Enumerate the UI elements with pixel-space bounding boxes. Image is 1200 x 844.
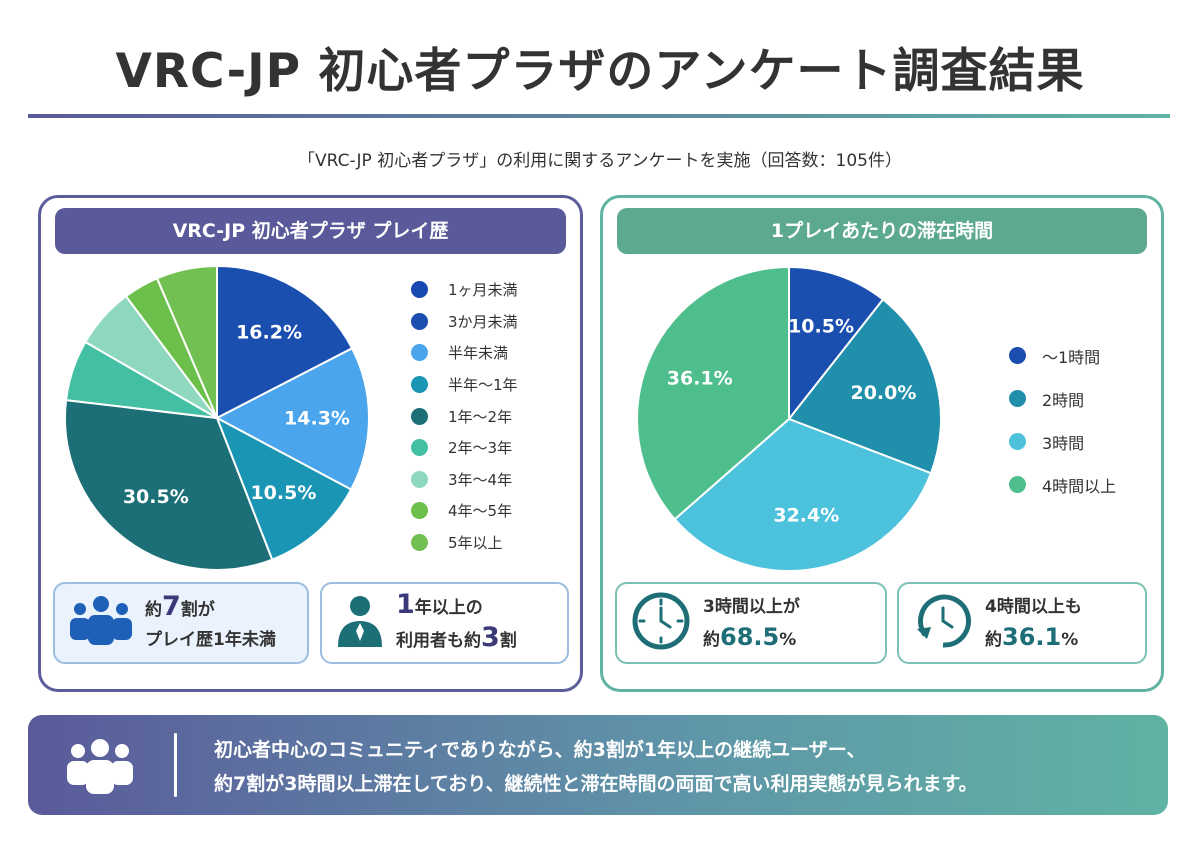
legend-label: 3年～4年 — [448, 470, 513, 489]
legend-label: 1年～2年 — [448, 407, 513, 426]
pie-data-label-0-2: 14.3% — [284, 408, 350, 430]
legend-item-0-7: 4年～5年 — [411, 495, 518, 527]
under-one-year-stat-line2: プレイ歴1年未満 — [145, 629, 276, 650]
legend-swatch — [411, 344, 428, 362]
legend-swatch — [411, 470, 428, 488]
legend-swatch — [411, 502, 428, 520]
over-three-hours-stat-card: 3時間以上が 約68.5% — [615, 582, 887, 664]
over-three-hours-stat-line2: 約68.5% — [703, 622, 797, 651]
pie-slice-0-3 — [215, 415, 353, 561]
pie-slice-0-1 — [216, 264, 354, 420]
under-one-year-stat-line1: 約7割が — [145, 590, 215, 622]
over-four-hours-stat-line1: 4時間以上も — [985, 596, 1082, 617]
legend-label: 3か月未満 — [448, 312, 518, 331]
over-one-year-stat-card: 1年以上の 利用者も約3割 — [320, 582, 569, 664]
pie-slice-1-1 — [787, 298, 942, 475]
community-icon — [64, 737, 136, 801]
play-history-pie-chart: 16.2% 14.3% 10.5% 30.5% — [64, 264, 370, 571]
legend-label: 5年以上 — [448, 534, 503, 553]
legend-swatch — [411, 407, 428, 425]
legend-swatch — [1009, 390, 1026, 407]
pie-slice-0-4 — [64, 398, 274, 571]
legend-label: 2時間 — [1042, 390, 1085, 410]
summary-line-2: 約7割が3時間以上滞在しており、継続性と滞在時間の両面で高い利用実態が見られます… — [214, 773, 978, 795]
play-history-header: VRC-JP 初心者プラザ プレイ歴 — [55, 208, 566, 254]
legend-label: 4年～5年 — [448, 502, 513, 521]
group-icon — [67, 591, 135, 655]
clock-arrow-icon — [911, 589, 975, 657]
legend-swatch — [411, 312, 428, 330]
pie-data-label-0-3: 10.5% — [250, 482, 316, 504]
stay-time-panel: 1プレイあたりの滞在時間 10.5% 20.0% 32.4% 36.1% ～1時間 2時… — [600, 195, 1164, 692]
stay-time-pie-chart: 10.5% 20.0% 32.4% 36.1% — [636, 266, 942, 572]
legend-label: 3時間 — [1042, 433, 1085, 453]
legend-item-1-1: 2時間 — [1009, 377, 1116, 420]
legend-item-0-2: 半年未満 — [411, 337, 518, 369]
legend-item-1-3: 4時間以上 — [1009, 463, 1116, 506]
legend-item-1-0: ～1時間 — [1009, 334, 1116, 377]
play-history-legend: 1ヶ月未満 3か月未満半年未満半年～1年 1年～2年 2年～3年 3年～4年 4年～5年 5… — [411, 274, 518, 558]
legend-label: ～1時間 — [1042, 347, 1101, 367]
legend-swatch — [1009, 433, 1026, 450]
legend-item-0-5: 2年～3年 — [411, 432, 518, 464]
summary-divider — [174, 733, 177, 797]
person-icon — [334, 591, 386, 655]
pie-slice-0-2 — [214, 346, 370, 491]
pie-data-label-1-0: 10.5% — [788, 315, 854, 337]
pie-data-label-1-3: 36.1% — [667, 368, 733, 390]
legend-item-0-3: 半年～1年 — [411, 369, 518, 401]
pie-slice-1-3 — [636, 266, 790, 521]
stay-time-legend: ～1時間 2時間 3時間 4時間以上 — [1009, 334, 1116, 506]
legend-swatch — [411, 376, 428, 394]
play-history-panel: VRC-JP 初心者プラザ プレイ歴 16.2% 14.3% 10.5% 30.5% … — [38, 195, 583, 692]
pie-data-label-0-1: 16.2% — [236, 322, 302, 344]
legend-item-0-4: 1年～2年 — [411, 400, 518, 432]
over-one-year-stat-line1: 1年以上の — [396, 589, 483, 620]
over-four-hours-stat-line2: 約36.1% — [985, 622, 1079, 651]
legend-swatch — [1009, 476, 1026, 493]
pie-data-label-0-4: 30.5% — [123, 486, 189, 508]
legend-label: 半年未満 — [448, 344, 509, 363]
legend-swatch — [411, 534, 428, 552]
pie-slice-1-2 — [673, 417, 933, 572]
pie-data-label-1-1: 20.0% — [850, 382, 916, 404]
title-divider — [28, 114, 1170, 118]
page-title: VRC-JP 初心者プラザのアンケート調査結果 — [115, 44, 1085, 99]
page-subtitle: 「VRC-JP 初心者プラザ」の利用に関するアンケートを実施（回答数：105件） — [298, 151, 902, 171]
legend-item-1-2: 3時間 — [1009, 420, 1116, 463]
legend-label: 1ヶ月未満 — [448, 281, 518, 300]
legend-swatch — [411, 439, 428, 457]
pie-data-label-1-2: 32.4% — [773, 504, 839, 526]
summary-banner: 初心者中心のコミュニティでありながら、約3割が1年以上の継続ユーザー、 約7割が… — [28, 715, 1168, 815]
legend-item-0-8: 5年以上 — [411, 527, 518, 559]
legend-swatch — [1009, 347, 1026, 364]
stay-time-header: 1プレイあたりの滞在時間 — [617, 208, 1147, 254]
over-one-year-stat-line2: 利用者も約3割 — [396, 622, 517, 653]
over-three-hours-stat-line1: 3時間以上が — [703, 596, 800, 617]
over-four-hours-stat-card: 4時間以上も 約36.1% — [897, 582, 1147, 664]
legend-label: 4時間以上 — [1042, 476, 1117, 496]
pie-slice-1-0 — [788, 266, 885, 422]
legend-item-0-0: 1ヶ月未満 — [411, 274, 518, 306]
clock-icon — [629, 589, 693, 657]
under-one-year-stat-card: 約7割が プレイ歴1年未満 — [53, 582, 309, 664]
legend-item-0-6: 3年～4年 — [411, 464, 518, 496]
legend-label: 2年～3年 — [448, 439, 513, 458]
legend-swatch — [411, 281, 428, 299]
legend-item-0-1: 3か月未満 — [411, 306, 518, 338]
pie-slice-0-8 — [155, 264, 218, 419]
summary-line-1: 初心者中心のコミュニティでありながら、約3割が1年以上の継続ユーザー、 — [214, 739, 866, 761]
legend-label: 半年～1年 — [448, 376, 518, 395]
